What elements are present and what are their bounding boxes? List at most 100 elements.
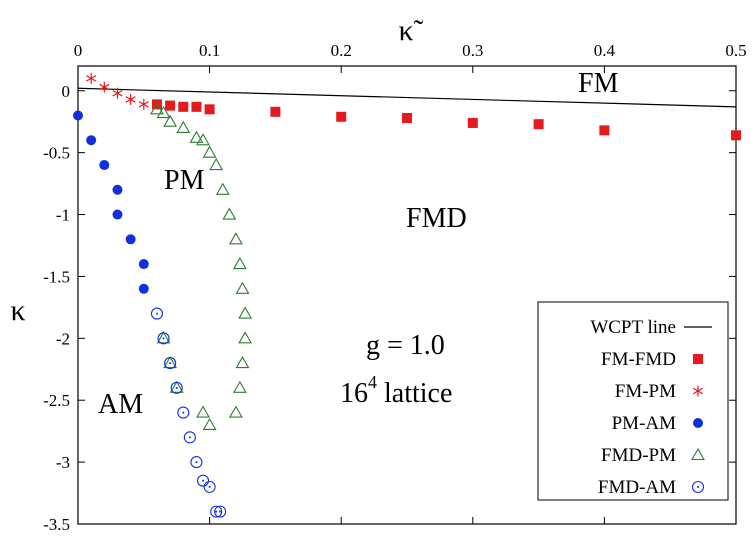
annotation-coupling: g = 1.0 bbox=[366, 330, 445, 361]
point-fm-fmd-9 bbox=[533, 119, 544, 130]
point-pm-am-5 bbox=[125, 234, 136, 245]
y-tick-label-7: -3.5 bbox=[43, 515, 70, 534]
point-fmd-pm-7 bbox=[209, 157, 224, 171]
point-pm-am-4 bbox=[112, 209, 123, 220]
point-pm-am-6 bbox=[138, 259, 149, 270]
point-fmd-pm-15 bbox=[235, 355, 250, 369]
x-tick-label-2: 0.2 bbox=[331, 41, 352, 60]
annotation-lattice-exponent: 4 bbox=[368, 372, 377, 392]
y-tick-label-6: -3 bbox=[56, 453, 70, 472]
point-fmd-am-6 bbox=[190, 456, 203, 469]
point-fmd-pm-4 bbox=[189, 130, 204, 143]
annotation-lattice-suffix: lattice bbox=[377, 378, 452, 409]
point-fm-fmd-4 bbox=[204, 104, 215, 115]
y-axis-title: κ bbox=[10, 294, 25, 327]
y-tick-label-4: -2 bbox=[56, 329, 70, 348]
point-fm-fmd-2 bbox=[178, 101, 189, 112]
y-tick-label-3: -1.5 bbox=[43, 267, 70, 286]
x-tick-label-3: 0.3 bbox=[462, 41, 483, 60]
point-fmd-pm-10 bbox=[228, 232, 243, 245]
plot-frame bbox=[77, 65, 737, 525]
point-fmd-pm-5 bbox=[196, 133, 210, 146]
legend-items: WCPT line FM-FMD FM-PM PM-AM FMD-PM FMD-AM bbox=[590, 317, 712, 498]
y-tick-label-2: -1 bbox=[56, 206, 70, 225]
point-fm-fmd-10 bbox=[599, 125, 610, 136]
point-fmd-pm-17 bbox=[228, 405, 243, 418]
point-fmd-pm-0 bbox=[150, 102, 164, 115]
point-fmd-am-3 bbox=[170, 381, 183, 394]
legend: WCPT line FM-FMD FM-PM PM-AM FMD-PM FMD-AM bbox=[537, 301, 729, 501]
point-fmd-am-8 bbox=[203, 480, 216, 493]
series-wcpt-line bbox=[77, 87, 737, 108]
x-tick-label-4: 0.4 bbox=[594, 41, 616, 60]
point-pm-am-1 bbox=[86, 135, 97, 146]
point-fm-pm-1 bbox=[99, 81, 110, 93]
point-fmd-pm-18 bbox=[202, 417, 217, 431]
point-pm-am-2 bbox=[99, 160, 110, 171]
point-fmd-pm-11 bbox=[232, 256, 247, 270]
x-tick-label-1: 0.1 bbox=[199, 41, 220, 60]
series-fmd-pm bbox=[150, 102, 253, 431]
point-fmd-am-1 bbox=[157, 332, 170, 345]
point-fmd-am-5 bbox=[183, 431, 196, 444]
annotation-lattice: 164 lattice bbox=[340, 372, 452, 409]
point-fmd-pm-21 bbox=[163, 355, 178, 369]
legend-label-pm-am: PM-AM bbox=[612, 413, 677, 434]
point-fm-pm-2 bbox=[112, 87, 123, 99]
point-fm-fmd-11 bbox=[731, 130, 741, 141]
point-pm-am-0 bbox=[73, 110, 83, 121]
point-fm-fmd-7 bbox=[402, 112, 412, 123]
x-axis-title: κ̃ bbox=[398, 14, 423, 47]
series-layer bbox=[73, 72, 741, 518]
region-label-fmd: FMD bbox=[406, 203, 467, 234]
point-fmd-pm-8 bbox=[215, 182, 230, 195]
point-pm-am-3 bbox=[112, 184, 123, 195]
point-fmd-am-7 bbox=[196, 474, 210, 487]
legend-symbol-fm-pm bbox=[692, 385, 704, 397]
point-fmd-pm-6 bbox=[202, 145, 217, 158]
region-label-fm: FM bbox=[578, 68, 619, 99]
point-fmd-am-0 bbox=[150, 307, 164, 320]
series-fmd-am bbox=[150, 307, 227, 518]
point-fmd-pm-12 bbox=[235, 281, 250, 294]
legend-symbol-pm-am bbox=[693, 418, 703, 428]
point-fmd-pm-20 bbox=[169, 380, 184, 393]
series-pm-am bbox=[73, 110, 149, 294]
axis-ticks: 0 0.1 0.2 0.3 0.4 0.5 0 -0.5 -1 -1.5 -2 -2.5 -3 -3.5 bbox=[43, 41, 747, 534]
point-fmd-pm-16 bbox=[232, 380, 247, 393]
point-fm-pm-0 bbox=[86, 72, 97, 84]
x-tick-label-0: 0 bbox=[74, 41, 83, 60]
legend-label-fmd-am: FMD-AM bbox=[598, 477, 676, 498]
x-tick-label-5: 0.5 bbox=[725, 41, 746, 60]
point-pm-am-7 bbox=[138, 283, 149, 294]
legend-symbol-fmd-am bbox=[691, 480, 705, 494]
legend-label-fm-fmd: FM-FMD bbox=[601, 349, 676, 370]
point-fm-fmd-5 bbox=[270, 106, 281, 117]
point-fm-pm-3 bbox=[125, 93, 136, 105]
point-fmd-pm-9 bbox=[222, 207, 237, 220]
region-label-am: AM bbox=[98, 389, 143, 420]
point-fm-fmd-3 bbox=[191, 101, 202, 112]
region-label-pm: PM bbox=[164, 165, 205, 196]
annotation-lattice-size: 16 bbox=[340, 378, 368, 409]
legend-label-fmd-pm: FMD-PM bbox=[601, 445, 676, 466]
series-fm-pm bbox=[86, 72, 149, 110]
point-fm-fmd-1 bbox=[165, 100, 176, 111]
series-line-wcpt-line bbox=[77, 87, 737, 108]
point-fmd-pm-1 bbox=[156, 105, 171, 119]
point-fmd-am-10 bbox=[214, 505, 227, 518]
point-fmd-pm-2 bbox=[163, 114, 178, 127]
point-fm-pm-4 bbox=[138, 98, 149, 110]
series-fm-fmd bbox=[151, 99, 741, 141]
legend-label-fm-pm: FM-PM bbox=[615, 381, 676, 402]
point-fmd-am-9 bbox=[210, 505, 223, 518]
y-tick-label-0: 0 bbox=[62, 82, 71, 101]
y-tick-label-1: -0.5 bbox=[43, 144, 70, 163]
point-fmd-pm-3 bbox=[176, 120, 191, 133]
point-fmd-pm-13 bbox=[238, 306, 253, 319]
point-fmd-pm-22 bbox=[156, 331, 171, 344]
legend-box bbox=[537, 301, 729, 501]
point-fm-fmd-6 bbox=[336, 111, 347, 122]
point-fm-fmd-8 bbox=[467, 117, 478, 128]
